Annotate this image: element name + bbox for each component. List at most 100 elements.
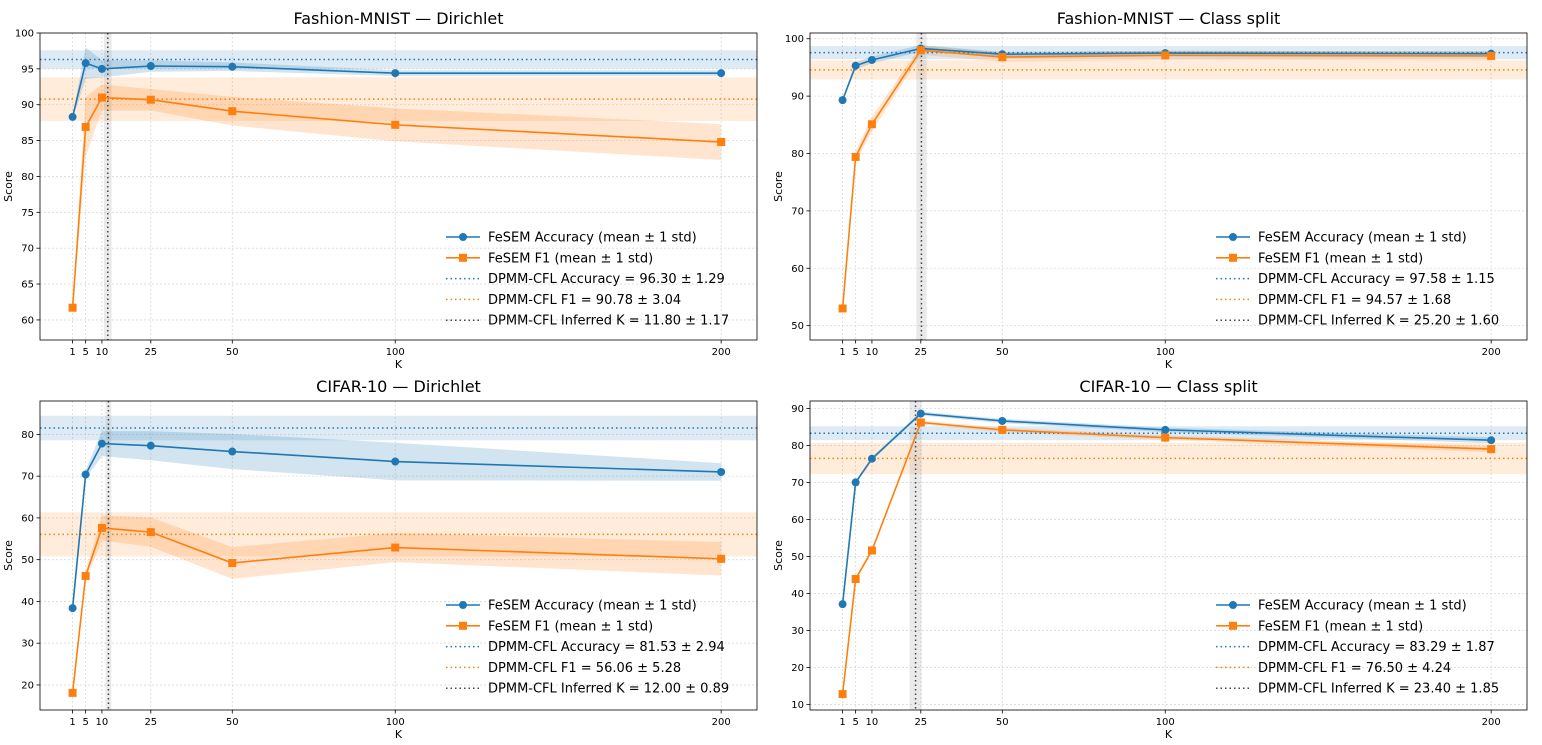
series-std-band-0 (842, 45, 1492, 102)
data-point (97, 93, 106, 102)
data-point (146, 95, 155, 104)
y-tick-label: 85 (21, 136, 34, 147)
panel-3: 1 5 10 25 50 100 200 20 30 40 50 60 70 80 CIFAR-10 — D… (2, 377, 758, 741)
x-axis-label: K (395, 358, 403, 371)
y-tick-label: 80 (791, 149, 804, 160)
series-std-band-1 (842, 420, 1492, 696)
data-point (867, 454, 876, 463)
x-tick-label: 5 (852, 347, 858, 358)
legend-label: DPMM-CFL Accuracy = 83.29 ± 1.87 (1258, 640, 1495, 655)
x-tick-label: 200 (712, 347, 731, 358)
legend: FeSEM Accuracy (mean ± 1 std) FeSEM F1 (m… (446, 231, 729, 329)
legend-label: DPMM-CFL Inferred K = 25.20 ± 1.60 (1258, 314, 1499, 329)
legend-item: DPMM-CFL Accuracy = 81.53 ± 2.94 (446, 640, 725, 655)
axes-frame (809, 32, 1528, 341)
legend-label: DPMM-CFL F1 = 56.06 ± 5.28 (488, 661, 681, 676)
data-point (68, 604, 77, 613)
y-tick-label: 50 (21, 555, 34, 566)
x-tick-label: 25 (144, 717, 157, 728)
legend-marker (1229, 601, 1237, 609)
y-tick-label: 90 (21, 100, 34, 111)
reference-band-0 (40, 415, 757, 441)
legend-item: DPMM-CFL F1 = 94.57 ± 1.68 (1216, 293, 1451, 308)
reference-band-0 (810, 426, 1527, 441)
legend-item: DPMM-CFL Accuracy = 97.58 ± 1.15 (1216, 272, 1495, 287)
axes-frame (809, 400, 1528, 711)
data-point (851, 61, 860, 70)
x-axis-label: K (1165, 358, 1173, 371)
data-point (717, 554, 726, 563)
data-point (1161, 425, 1170, 434)
data-point (228, 447, 237, 456)
data-point (228, 559, 237, 568)
data-point (1161, 51, 1170, 60)
data-point (68, 303, 77, 312)
legend-marker (1229, 621, 1237, 630)
y-tick-label: 80 (791, 441, 804, 452)
data-point (717, 467, 726, 476)
y-tick-label: 60 (791, 264, 804, 275)
y-tick-label: 95 (21, 64, 34, 75)
y-tick-label: 40 (21, 597, 34, 608)
data-point (838, 690, 847, 699)
x-tick-label: 10 (866, 717, 879, 728)
data-point (228, 62, 237, 71)
y-tick-label: 10 (791, 700, 804, 711)
reference-band-1 (810, 60, 1527, 80)
data-point (851, 152, 860, 161)
x-tick-label: 200 (712, 717, 731, 728)
legend-item: DPMM-CFL Inferred K = 23.40 ± 1.85 (1216, 682, 1499, 697)
data-point (998, 53, 1007, 62)
y-tick-label: 90 (791, 404, 804, 415)
x-tick-label: 50 (996, 717, 1009, 728)
data-point (81, 59, 90, 68)
x-tick-label: 10 (96, 347, 109, 358)
reference-band-1 (40, 77, 757, 121)
data-point (916, 409, 925, 418)
legend-item: DPMM-CFL Inferred K = 12.00 ± 0.89 (446, 682, 729, 697)
series-line-0 (841, 412, 1492, 605)
legend-item: FeSEM F1 (mean ± 1 std) (446, 619, 653, 634)
legend-item: DPMM-CFL Accuracy = 83.29 ± 1.87 (1216, 640, 1495, 655)
y-tick-label: 20 (791, 663, 804, 674)
data-point (1487, 445, 1496, 454)
legend-label: DPMM-CFL Inferred K = 12.00 ± 0.89 (488, 682, 729, 697)
legend-item: FeSEM Accuracy (mean ± 1 std) (1216, 599, 1467, 614)
legend-label: FeSEM Accuracy (mean ± 1 std) (488, 599, 697, 614)
x-tick-label: 1 (69, 347, 75, 358)
data-point (1487, 436, 1496, 445)
legend-marker (1229, 233, 1237, 241)
x-tick-label: 25 (914, 347, 927, 358)
legend-label: DPMM-CFL Inferred K = 11.80 ± 1.17 (488, 314, 729, 329)
data-point (717, 138, 726, 147)
data-point (228, 107, 237, 116)
legend-label: FeSEM Accuracy (mean ± 1 std) (1258, 231, 1467, 246)
y-tick-label: 100 (15, 29, 34, 40)
data-point (1487, 51, 1496, 60)
legend-item: FeSEM F1 (mean ± 1 std) (446, 251, 653, 266)
legend-label: FeSEM Accuracy (mean ± 1 std) (488, 231, 697, 246)
legend-label: FeSEM Accuracy (mean ± 1 std) (1258, 599, 1467, 614)
legend-label: DPMM-CFL Accuracy = 81.53 ± 2.94 (488, 640, 725, 655)
legend-marker (459, 253, 467, 262)
legend-label: DPMM-CFL Inferred K = 23.40 ± 1.85 (1258, 682, 1499, 697)
x-tick-label: 100 (386, 717, 405, 728)
legend-marker (459, 233, 467, 241)
legend-item: FeSEM Accuracy (mean ± 1 std) (1216, 231, 1467, 246)
data-point (97, 523, 106, 532)
legend: FeSEM Accuracy (mean ± 1 std) FeSEM F1 (m… (1216, 231, 1499, 329)
data-point (916, 418, 925, 427)
data-point (97, 439, 106, 448)
data-point (97, 64, 106, 73)
panel-1: 1 5 10 25 50 100 200 60 65 70 75 80 85 90 95 100 Fashion… (2, 9, 758, 371)
data-point (146, 441, 155, 450)
y-axis-label: Score (772, 540, 785, 571)
y-tick-label: 50 (791, 321, 804, 332)
legend-label: FeSEM F1 (mean ± 1 std) (1258, 251, 1423, 266)
y-tick-label: 50 (791, 552, 804, 563)
x-tick-label: 50 (226, 717, 239, 728)
series-std-band-1 (842, 45, 1492, 311)
data-point (867, 55, 876, 64)
x-axis-label: K (1165, 728, 1173, 741)
